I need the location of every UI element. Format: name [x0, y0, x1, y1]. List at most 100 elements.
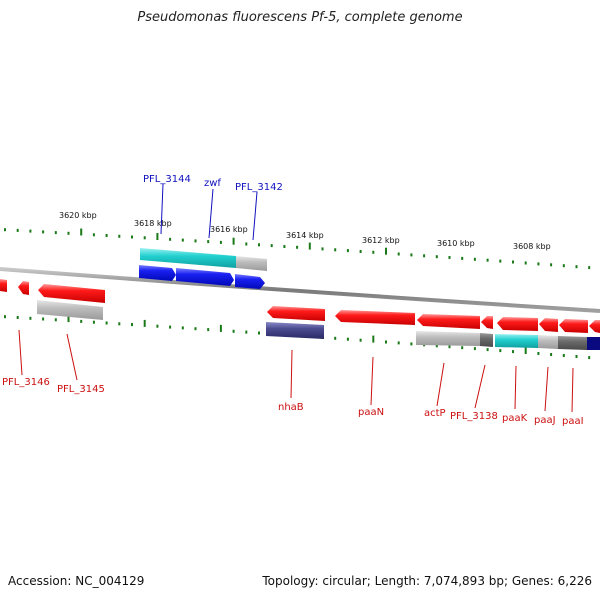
minor-tick [169, 325, 172, 329]
gene-label-pfl-3142[interactable]: PFL_3142 [235, 182, 283, 193]
minor-tick [194, 239, 197, 243]
minor-tick [207, 328, 210, 332]
minor-tick [334, 248, 337, 252]
minor-tick [435, 344, 438, 348]
gene-label-nhaB[interactable]: nhaB [278, 402, 304, 413]
minor-tick [575, 355, 578, 358]
minor-tick [410, 342, 413, 346]
minor-tick [512, 260, 514, 264]
minor-tick [397, 252, 400, 256]
gene-pfl-3146[interactable] [18, 281, 29, 295]
gene-actP[interactable] [481, 316, 493, 329]
major-tick [385, 247, 387, 255]
scale-label: 3608 kbp [513, 242, 551, 251]
minor-tick [4, 228, 6, 232]
gene-nhaB[interactable] [335, 310, 415, 325]
gene-label-pfl-3138[interactable]: PFL_3138 [450, 411, 498, 422]
forward-gene-labels: PFL_3144 zwf PFL_3142 [143, 174, 283, 193]
minor-tick [562, 264, 565, 268]
minor-tick [67, 231, 70, 235]
reverse-gene-labels: PFL_3146 PFL_3145 nhaB paaN actP PFL_313… [2, 377, 584, 427]
major-tick [143, 319, 146, 327]
gene-label-pfl-3144[interactable]: PFL_3144 [143, 174, 191, 185]
minor-tick [194, 327, 197, 331]
gene-pfl-3142[interactable] [235, 274, 265, 289]
annotation-bar-grey[interactable] [416, 331, 480, 346]
minor-tick [473, 257, 476, 261]
major-tick [372, 335, 375, 343]
gene-left-fragment[interactable] [0, 279, 7, 292]
minor-tick [207, 240, 210, 244]
reverse-label-lines [18, 329, 574, 413]
gene-label-zwf[interactable]: zwf [204, 178, 221, 189]
gene-pfl-3145[interactable] [38, 284, 105, 303]
minor-tick [296, 245, 299, 249]
minor-tick [524, 261, 527, 265]
gene-unlabeled-1[interactable] [267, 306, 325, 321]
major-tick [308, 242, 311, 250]
minor-tick [359, 338, 362, 342]
minor-tick [258, 331, 260, 335]
gene-pfl-3138[interactable] [497, 317, 538, 331]
minor-tick [346, 249, 349, 253]
forward-label-lines [160, 183, 258, 241]
minor-tick [461, 256, 464, 260]
minor-tick [486, 348, 489, 352]
minor-tick [537, 352, 540, 355]
minor-tick [550, 353, 553, 356]
minor-tick [118, 234, 121, 238]
minor-tick [372, 250, 375, 254]
scale-label: 3618 kbp [134, 219, 172, 228]
major-tick [156, 233, 159, 240]
annotation-bar-navy[interactable] [266, 322, 324, 339]
minor-tick [359, 250, 362, 253]
minor-tick [346, 337, 349, 341]
genome-backbone [0, 267, 600, 313]
gene-label-paaK[interactable]: paaK [502, 413, 528, 424]
annotation-bar-grey[interactable] [538, 335, 558, 349]
minor-tick [4, 315, 6, 319]
gene-zwf[interactable] [176, 268, 234, 286]
gene-label-pfl-3146[interactable]: PFL_3146 [2, 377, 50, 388]
annotation-bar-dark[interactable] [558, 336, 587, 350]
annotation-bar-grey[interactable] [37, 300, 103, 320]
gene-label-pfl-3145[interactable]: PFL_3145 [57, 384, 105, 395]
annotation-bar-cyan[interactable] [495, 334, 538, 348]
minor-tick [219, 240, 222, 244]
minor-tick [588, 356, 591, 360]
gene-paaK[interactable] [539, 318, 558, 332]
minor-tick [245, 242, 248, 246]
annotation-bar-grey[interactable] [236, 256, 267, 271]
minor-tick [42, 317, 45, 321]
genome-info-text: Topology: circular; Length: 7,074,893 bp… [262, 574, 592, 588]
minor-tick [16, 316, 19, 319]
annotation-track-inner [37, 300, 600, 350]
annotation-bar-dark[interactable] [480, 333, 493, 347]
gene-paaI[interactable] [589, 320, 600, 333]
minor-tick [131, 323, 133, 327]
minor-tick [42, 230, 45, 234]
gene-label-paaI[interactable]: paaI [562, 416, 584, 427]
minor-tick [423, 254, 426, 258]
annotation-bar-cyan[interactable] [140, 248, 236, 268]
minor-tick [258, 243, 260, 247]
minor-tick [334, 336, 337, 340]
minor-tick [143, 236, 146, 240]
minor-tick [169, 237, 172, 241]
gene-paaJ[interactable] [559, 319, 588, 333]
minor-tick [397, 341, 400, 345]
minor-tick [499, 259, 502, 263]
gene-label-actP[interactable]: actP [424, 408, 446, 419]
minor-tick [232, 329, 235, 333]
annotation-bar-navy[interactable] [587, 337, 600, 350]
minor-tick [80, 319, 83, 323]
gene-paaN[interactable] [417, 314, 480, 329]
minor-tick [537, 262, 540, 266]
minor-tick [283, 245, 286, 248]
gene-label-paaJ[interactable]: paaJ [534, 415, 556, 426]
minor-tick [435, 255, 438, 259]
minor-tick [512, 350, 514, 354]
gene-pfl-3144[interactable] [139, 265, 176, 281]
minor-tick [29, 316, 32, 320]
gene-label-paaN[interactable]: paaN [358, 407, 384, 418]
